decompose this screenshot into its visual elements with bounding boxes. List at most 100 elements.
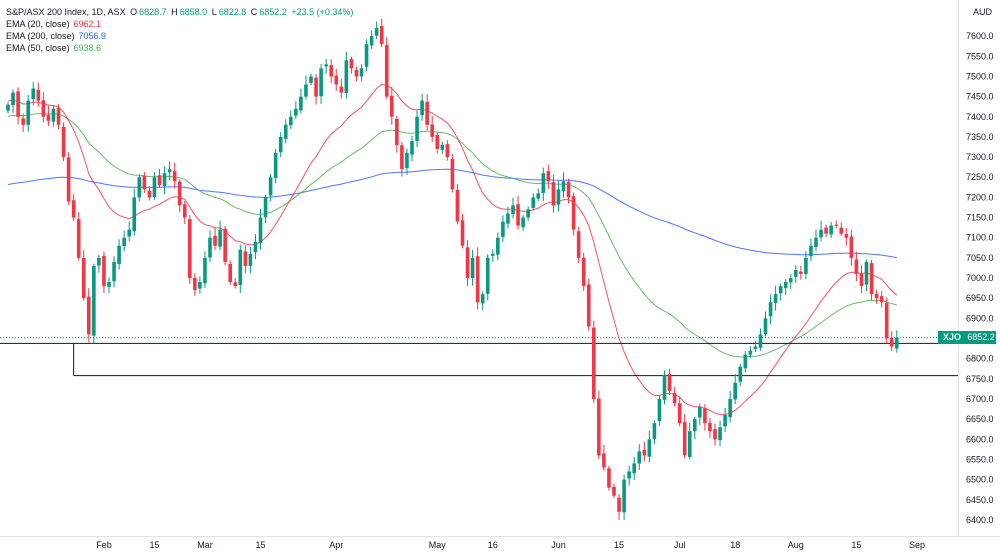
candle-up (506, 206, 510, 229)
candle-up (283, 119, 288, 144)
candle-body (435, 134, 440, 150)
candle-body (531, 197, 535, 208)
candle-body (713, 429, 717, 440)
candle-body (71, 200, 76, 218)
candle-down (703, 404, 707, 431)
legend-ema20[interactable]: EMA (20, close) 6962.1 (6, 18, 355, 30)
legend-ema50[interactable]: EMA (50, close) 6938.6 (6, 42, 355, 54)
candle-body (76, 219, 81, 258)
candle-body (344, 60, 349, 93)
candle-body (465, 247, 470, 279)
candle-down (233, 278, 238, 289)
candle-down (799, 265, 803, 280)
candle-body (521, 217, 525, 228)
candle-up (556, 181, 561, 212)
candle-body (879, 296, 884, 303)
candle-body (243, 251, 248, 266)
candle-body (763, 318, 768, 335)
candle-body (874, 293, 879, 299)
candle-up (647, 430, 652, 463)
candle-body (193, 278, 197, 291)
candle-down (435, 132, 440, 154)
candle-body (581, 257, 586, 287)
legend-ema200[interactable]: EMA (200, close) 7056.9 (6, 30, 355, 42)
ema-20-path (7, 83, 898, 416)
candle-body (485, 257, 490, 294)
price-tick-label: 7500.0 (966, 71, 994, 81)
price-tick-label: 6750.0 (966, 374, 994, 384)
candle-down (869, 259, 874, 301)
candle-body (889, 337, 894, 347)
candle-body (147, 190, 152, 198)
price-tick-label: 7000.0 (966, 273, 994, 283)
candle-up (753, 341, 758, 353)
horizontal-levels[interactable] (0, 337, 958, 377)
candle-body (263, 197, 268, 218)
candle-body (576, 231, 581, 258)
candle-down (834, 220, 838, 229)
candle-up (526, 206, 530, 221)
candle-body (26, 100, 30, 125)
candle-body (788, 278, 793, 283)
candle-body (278, 136, 283, 153)
price-axis[interactable]: 6400.0 6450.0 6500.0 6550.0 6600.0 6650.0 6700… (958, 0, 994, 536)
candle-body (410, 140, 414, 155)
candle-body (102, 255, 106, 287)
candle-body (188, 219, 192, 279)
ema-50-path (7, 113, 897, 358)
candle-body (864, 261, 869, 285)
time-axis[interactable]: Feb 15 Mar 15 Apr May 16 Jun 15 Jul 18 Aug 15 Sep (0, 536, 1000, 551)
candle-up (521, 215, 525, 231)
candle-up (127, 221, 131, 242)
candle-down (571, 192, 576, 236)
candle-up (778, 283, 783, 301)
time-tick-label: Aug (788, 540, 804, 550)
candle-body (617, 497, 621, 512)
candle-down (349, 56, 354, 74)
candle-up (268, 174, 273, 202)
time-tick-label: Jul (674, 540, 686, 550)
candle-up (420, 93, 424, 121)
candle-up (723, 407, 727, 433)
candle-body (420, 100, 424, 116)
candle-up (768, 294, 773, 325)
candle-up (319, 63, 323, 104)
candle-body (895, 337, 899, 349)
candle-body (283, 124, 288, 139)
symbol-title[interactable]: S&P/ASX 200 Index, 1D, ASX (6, 7, 126, 17)
candle-body (172, 171, 177, 182)
price-tick-label: 7350.0 (966, 132, 994, 142)
candle-body (415, 116, 419, 141)
candle-up (758, 328, 763, 351)
time-tick-label: Apr (329, 540, 343, 550)
time-tick-label: Feb (96, 540, 112, 550)
candle-up (344, 51, 349, 99)
currency-label[interactable]: AUD (972, 7, 992, 17)
candle-body (794, 269, 798, 277)
candle-body (556, 189, 561, 205)
ema50-label: EMA (50, close) (6, 43, 70, 53)
candle-body (268, 177, 273, 196)
candle-body (273, 153, 278, 179)
candle-body (122, 237, 126, 247)
time-tick-label: 15 (614, 540, 624, 550)
candle-body (81, 257, 86, 299)
ema-50-line (7, 113, 897, 358)
candle-down (213, 227, 217, 250)
candle-body (253, 241, 258, 253)
price-tick-label: 7250.0 (966, 172, 994, 182)
candle-body (16, 91, 20, 117)
candle-up (410, 135, 414, 162)
candle-down (602, 444, 606, 471)
candle-body (218, 229, 222, 247)
candle-up (122, 230, 126, 252)
candle-down (586, 278, 591, 331)
candle-down (844, 228, 849, 246)
candle-body (87, 296, 91, 335)
candle-down (824, 224, 828, 238)
candle-body (258, 217, 263, 243)
candle-body (768, 302, 773, 317)
candle-body (602, 453, 606, 468)
